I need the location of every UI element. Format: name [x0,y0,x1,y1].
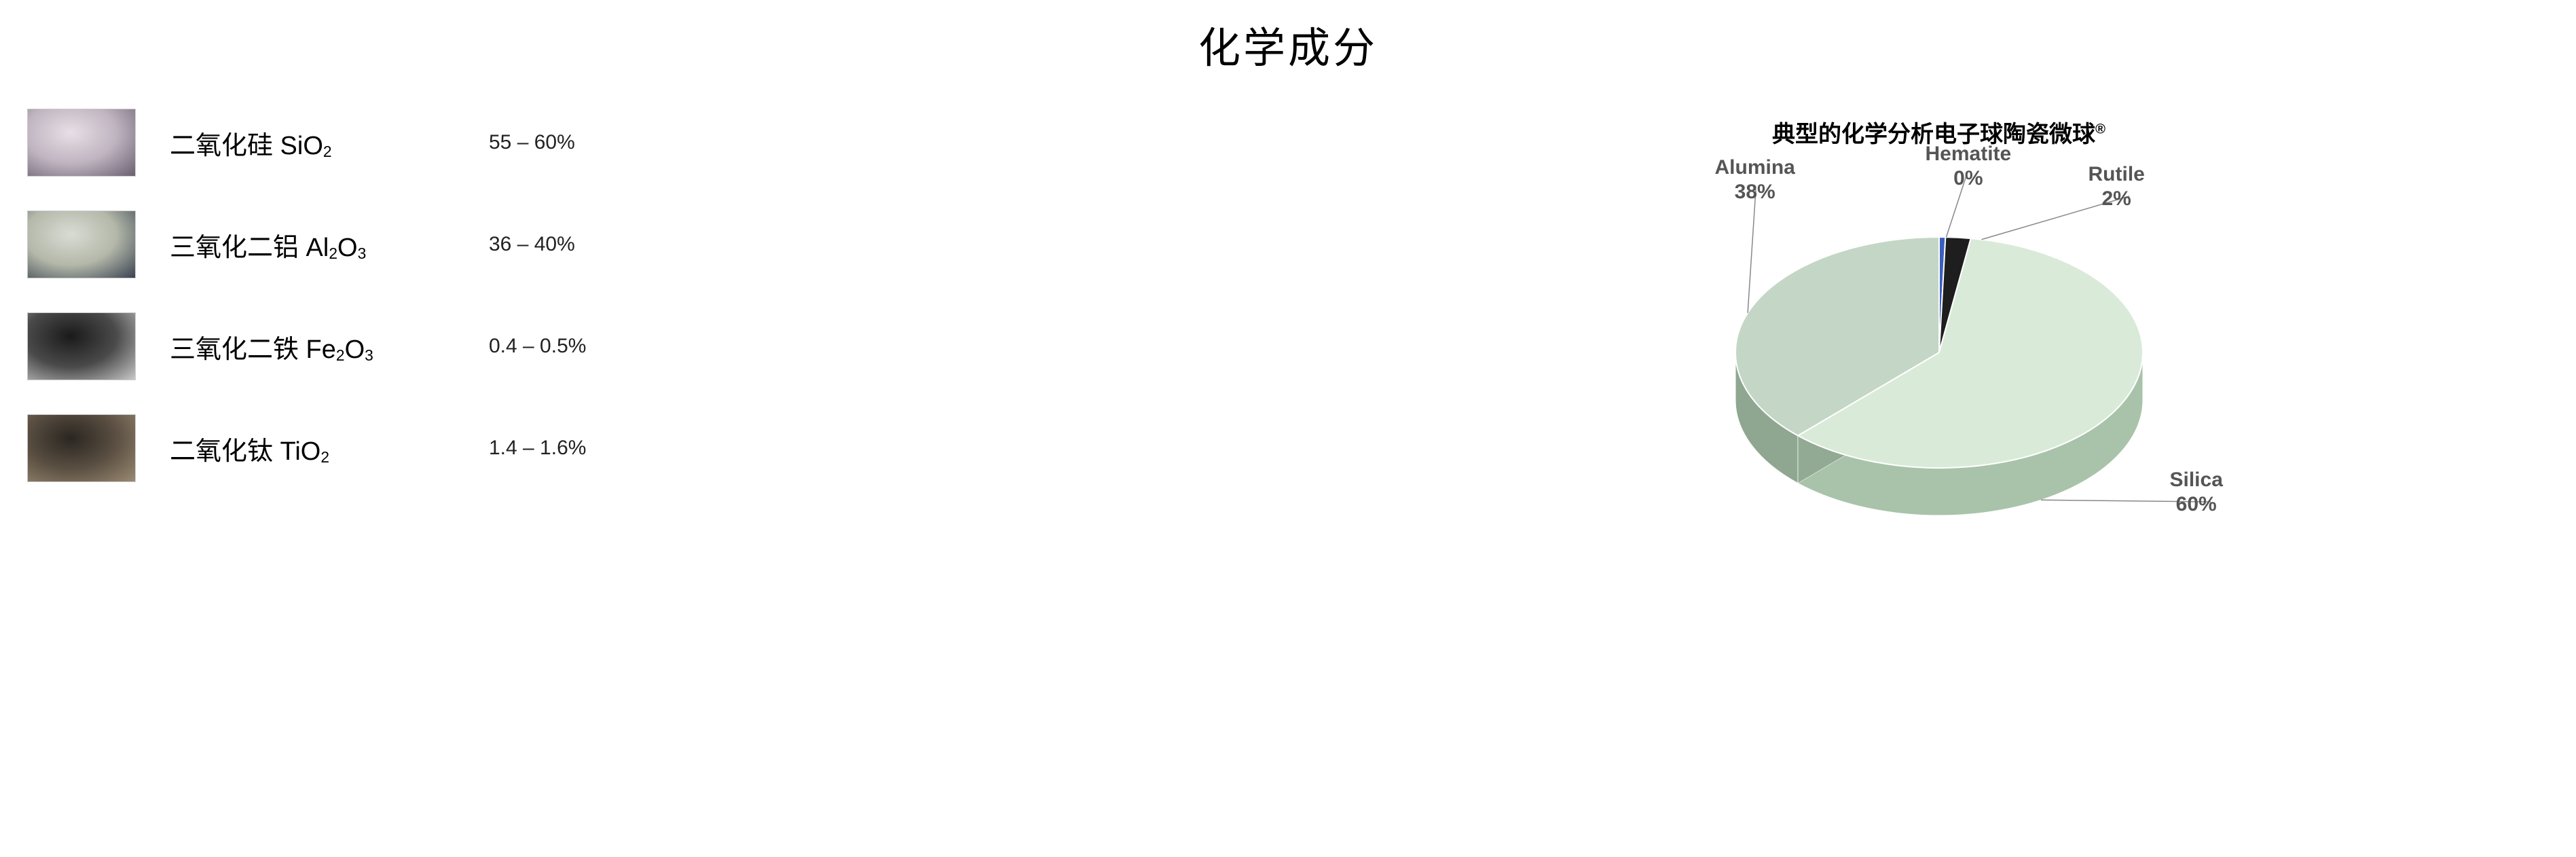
pie-slice-label: Hematite0% [1926,142,2012,191]
component-range: 55 – 60% [489,131,575,154]
component-range: 0.4 – 0.5% [489,335,586,358]
mineral-thumbnail [27,312,136,380]
component-row: 三氧化二铁 Fe2O3 0.4 – 0.5% [27,312,1288,380]
component-row: 三氧化二铝 Al2O3 36 – 40% [27,211,1288,278]
pie-slice-label: Alumina38% [1715,156,1795,204]
mineral-thumbnail [27,211,136,278]
mineral-thumbnail [27,414,136,482]
pie-chart: Alumina38%Hematite0%Rutile2%Silica60% [1634,176,2245,532]
pie-slice-label: Rutile2% [2089,162,2145,211]
component-range: 36 – 40% [489,233,575,256]
component-name: 二氧化硅 SiO2 [170,124,455,162]
page-title: 化学成分 [27,14,2549,75]
components-list: 二氧化硅 SiO255 – 60%三氧化二铝 Al2O336 – 40%三氧化二… [27,109,1288,516]
chart-column: 典型的化学分析电子球陶瓷微球® Alumina38%Hematite0%Ruti… [1329,109,2549,532]
component-row: 二氧化硅 SiO2 55 – 60% [27,109,1288,177]
content-area: 二氧化硅 SiO255 – 60%三氧化二铝 Al2O336 – 40%三氧化二… [27,109,2549,532]
component-name: 三氧化二铝 Al2O3 [170,226,455,263]
component-row: 二氧化钛 TiO2 1.4 – 1.6% [27,414,1288,482]
mineral-thumbnail [27,109,136,177]
component-range: 1.4 – 1.6% [489,437,586,460]
pie-slice-label: Silica60% [2170,468,2223,517]
component-name: 三氧化二铁 Fe2O3 [170,328,455,365]
component-name: 二氧化钛 TiO2 [170,430,455,467]
